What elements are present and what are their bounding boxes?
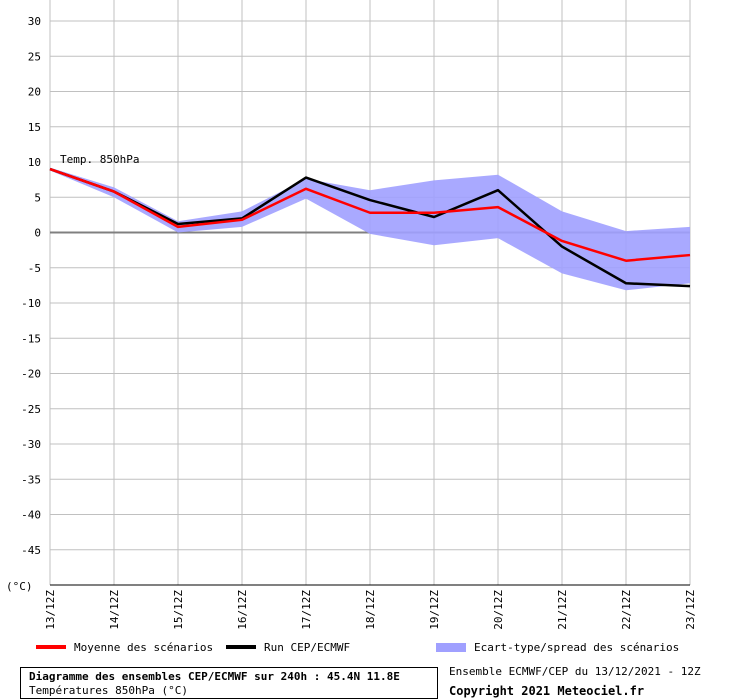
chart-annotation: Temp. 850hPa xyxy=(60,153,139,166)
series-lines xyxy=(49,167,691,288)
y-tick-label-4: 10 xyxy=(28,156,41,169)
x-tick-label-8: 21/12Z xyxy=(556,590,569,630)
y-tick-label-1: 25 xyxy=(28,50,41,63)
x-tick-label-10: 23/12Z xyxy=(684,590,697,630)
y-tick-label-9: -15 xyxy=(21,332,41,345)
chart-area: 30 25 20 15 10 5 0 -5 -10 -15 -20 -25 -30 -35 -40 -45 1… xyxy=(6,0,697,630)
y-tick-labels: 30 25 20 15 10 5 0 -5 -10 -15 -20 -25 -30 -35 -40 -45 xyxy=(21,15,41,557)
y-axis-label: (°C) xyxy=(6,580,33,593)
legend-item-spread: Ecart-type/spread des scénarios xyxy=(436,638,679,656)
legend-swatch-mean xyxy=(36,645,66,649)
y-tick-label-5: 5 xyxy=(34,191,41,204)
chart-subtitle: Températures 850hPa (°C) xyxy=(29,684,188,697)
legend-label-run: Run CEP/ECMWF xyxy=(264,640,351,654)
series-line-0 xyxy=(49,167,691,262)
x-tick-label-9: 22/12Z xyxy=(620,590,633,630)
y-tick-label-2: 20 xyxy=(28,86,41,99)
x-tick-label-7: 20/12Z xyxy=(492,590,505,630)
legend-item-mean: Moyenne des scénarios xyxy=(36,638,213,656)
run-info: Ensemble ECMWF/CEP du 13/12/2021 - 12Z xyxy=(449,665,701,678)
y-tick-label-14: -40 xyxy=(21,509,41,522)
y-tick-label-15: -45 xyxy=(21,544,41,557)
x-tick-labels: 13/12Z 14/12Z 15/12Z 16/12Z 17/12Z 18/12Z 19/1… xyxy=(44,590,697,630)
chart-info-box: Diagramme des ensembles CEP/ECMWF sur 24… xyxy=(20,667,438,699)
legend-item-run: Run CEP/ECMWF xyxy=(226,638,350,656)
chart-title: Diagramme des ensembles CEP/ECMWF sur 24… xyxy=(29,670,400,683)
grid xyxy=(49,0,691,586)
x-tick-label-5: 18/12Z xyxy=(364,590,377,630)
y-tick-label-3: 15 xyxy=(28,121,41,134)
x-tick-label-0: 13/12Z xyxy=(44,590,57,630)
y-tick-label-8: -10 xyxy=(21,297,41,310)
y-tick-label-6: 0 xyxy=(34,227,41,240)
y-tick-label-13: -35 xyxy=(21,473,41,486)
y-tick-label-7: -5 xyxy=(28,262,41,275)
x-tick-label-6: 19/12Z xyxy=(428,590,441,630)
y-tick-label-12: -30 xyxy=(21,438,41,451)
y-tick-label-0: 30 xyxy=(28,15,41,28)
legend-swatch-spread xyxy=(436,642,466,652)
y-tick-label-10: -20 xyxy=(21,368,41,381)
legend-label-mean: Moyenne des scénarios xyxy=(74,640,214,654)
x-tick-label-3: 16/12Z xyxy=(236,590,249,630)
x-tick-label-2: 15/12Z xyxy=(172,590,185,630)
x-tick-label-1: 14/12Z xyxy=(108,590,121,630)
y-tick-label-11: -25 xyxy=(21,403,41,416)
legend-label-spread: Ecart-type/spread des scénarios xyxy=(474,640,680,654)
x-tick-label-4: 17/12Z xyxy=(300,590,313,630)
spread-band xyxy=(50,167,690,291)
legend-swatch-run xyxy=(226,645,256,649)
series-line-1 xyxy=(49,167,691,288)
spread-band-area xyxy=(50,167,690,291)
copyright: Copyright 2021 Meteociel.fr xyxy=(449,684,645,698)
